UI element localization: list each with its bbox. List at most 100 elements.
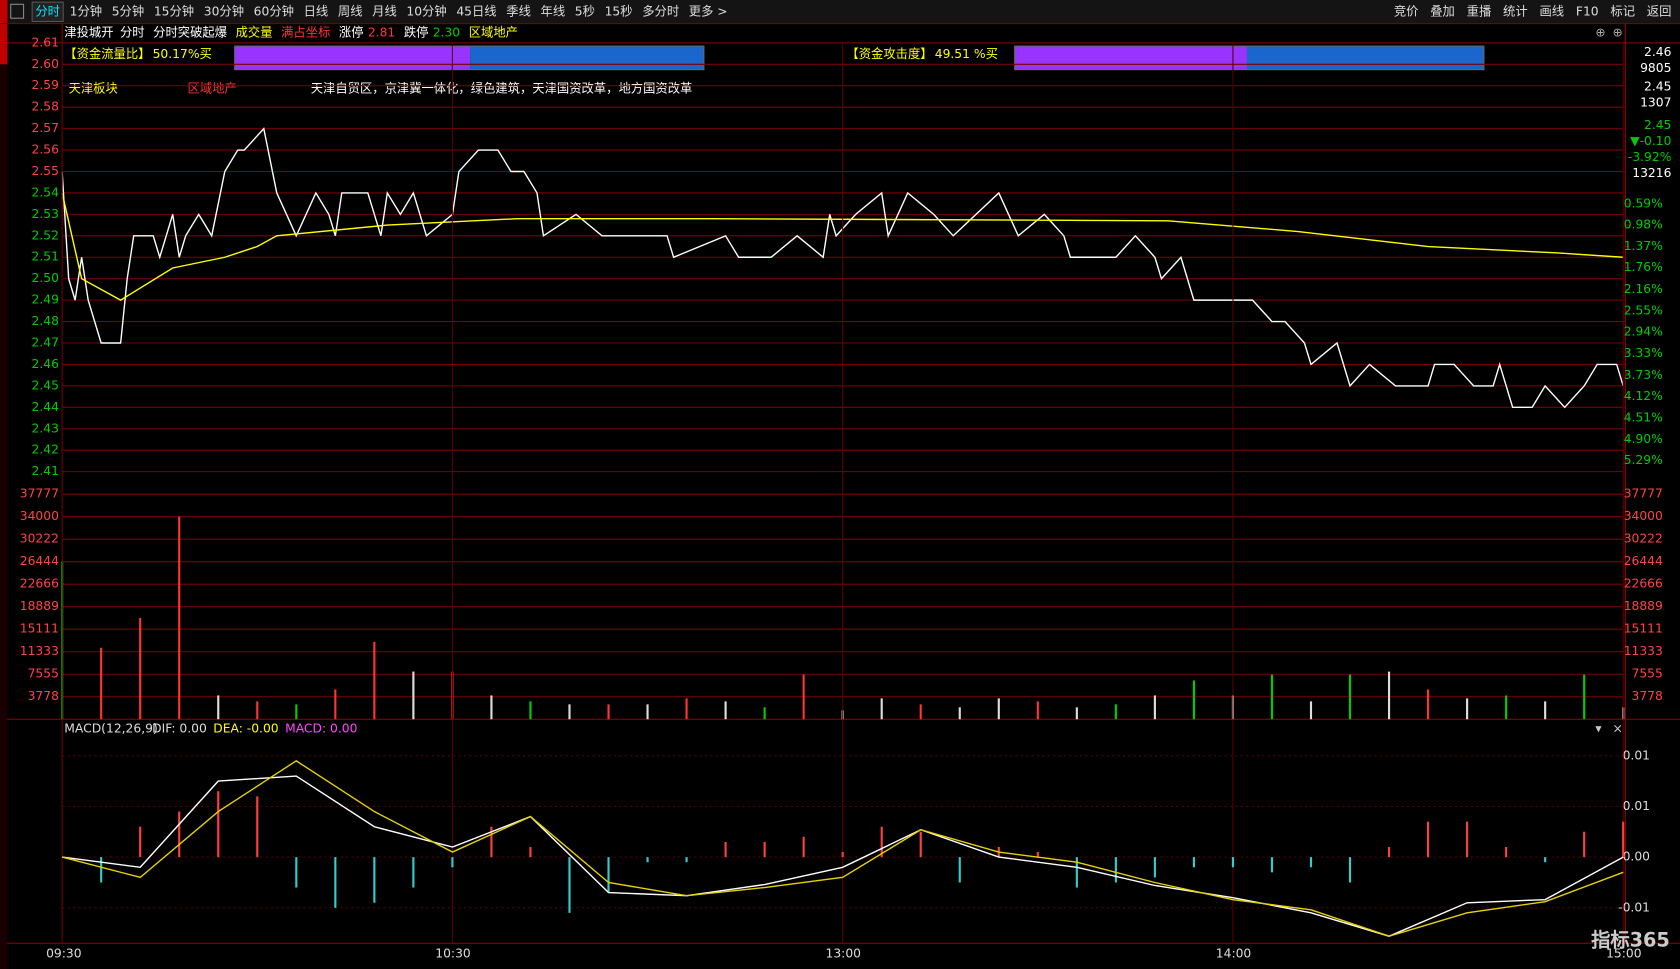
y2-tick-label: 4.12%: [1624, 389, 1663, 403]
volume-bar: [1153, 695, 1156, 720]
y-tick-label: -0.01: [1618, 900, 1650, 914]
x-tick-label: 09:30: [46, 946, 82, 960]
toolbar-button[interactable]: 竞价: [1394, 4, 1419, 18]
y2-tick-label: 2.94%: [1624, 325, 1663, 339]
volume-bar: [997, 698, 1000, 720]
toolbar-tab[interactable]: 1分钟: [70, 3, 102, 18]
volume-bar: [1192, 680, 1195, 720]
volume-bar: [100, 647, 103, 720]
volume-bar: [373, 641, 376, 720]
y-tick-label: 22666: [20, 577, 59, 591]
y-tick-label: 26444: [20, 554, 59, 568]
volume-bar: [568, 704, 571, 720]
toolbar-button[interactable]: 画线: [1539, 4, 1564, 18]
volume-bar: [1387, 671, 1391, 720]
toolbar-tab[interactable]: 季线: [506, 4, 531, 18]
volume-bar: [295, 704, 298, 720]
toolbar-tab[interactable]: 分时: [35, 4, 60, 18]
dif-line: [62, 775, 1624, 937]
info-item: 满占坐标: [281, 25, 330, 40]
toolbar-tab[interactable]: 周线: [338, 4, 363, 18]
volume-bar: [217, 695, 220, 720]
y2-tick-label: 15111: [1624, 622, 1663, 636]
volume-bar: [412, 671, 415, 720]
y2-tick-label: 3778: [1632, 689, 1663, 703]
toolbar-button[interactable]: 叠加: [1430, 4, 1455, 18]
toolbar-icon[interactable]: [10, 3, 25, 19]
average-line: [61, 192, 1624, 301]
y2-tick-label: 3.33%: [1624, 346, 1663, 360]
zoom-button[interactable]: ⊕: [1595, 26, 1605, 40]
y2-tick-label: 7555: [1632, 667, 1663, 681]
macd-legend: DEA: -0.00: [213, 721, 279, 735]
y-tick-label: 3778: [28, 689, 59, 703]
toolbar-button[interactable]: F10: [1576, 4, 1599, 18]
toolbar: [0, 0, 1680, 24]
zoom-button[interactable]: ⊕: [1613, 26, 1623, 40]
toolbar-button[interactable]: 返回: [1647, 4, 1672, 18]
toolbar-tab[interactable]: 5分钟: [112, 3, 144, 18]
quote-value: 2.45: [1644, 79, 1671, 93]
active-tab: [31, 1, 64, 22]
indicator-bar-rest: [470, 46, 704, 70]
y2-tick-label: 0.98%: [1624, 218, 1663, 232]
y-tick-label: 15111: [20, 622, 59, 636]
y-tick-label: 2.42: [32, 443, 59, 457]
volume-bar: [1466, 698, 1469, 720]
toolbar-tab[interactable]: 5秒: [575, 4, 595, 18]
toolbar-tab[interactable]: 日线: [304, 4, 329, 18]
stock-name: 津投城开: [64, 25, 113, 40]
y2-tick-label: 26444: [1624, 554, 1663, 568]
volume-bar: [763, 707, 766, 720]
toolbar-tab[interactable]: 15秒: [605, 4, 633, 18]
toolbar-tab[interactable]: 10分钟: [406, 3, 446, 18]
y-tick-label: 2.55: [32, 164, 59, 178]
y2-tick-label: 5.29%: [1624, 453, 1663, 467]
toolbar-button[interactable]: 重播: [1467, 4, 1492, 18]
y2-tick-label: 34000: [1624, 509, 1663, 523]
quote-value: 2.46: [1644, 45, 1672, 59]
volume-bar: [724, 701, 727, 720]
y-tick-label: 0.01: [1623, 799, 1650, 813]
y2-tick-label: 37777: [1624, 487, 1663, 501]
toolbar-tab[interactable]: 45日线: [456, 4, 496, 18]
indicator-frame: [1014, 45, 1485, 71]
sector-tag: 区域地产: [188, 81, 237, 95]
quote-value: 13216: [1632, 166, 1671, 180]
toolbar-tab[interactable]: 月线: [372, 4, 397, 18]
y-tick-label: 2.56: [32, 143, 60, 157]
toolbar-button[interactable]: 标记: [1610, 4, 1635, 18]
indicator-frame: [234, 45, 705, 71]
toolbar-tab[interactable]: 更多 >: [689, 4, 728, 18]
toolbar-tab[interactable]: 15分钟: [154, 3, 194, 18]
y-tick-label: 2.61: [32, 35, 59, 49]
indicator-bar: [234, 46, 471, 70]
y2-tick-label: 2.55%: [1624, 303, 1663, 317]
toolbar-tab[interactable]: 60分钟: [254, 3, 294, 18]
y2-tick-label: 11333: [1624, 644, 1663, 658]
x-tick-label: 10:30: [435, 946, 471, 960]
dea-line: [61, 760, 1624, 937]
y-tick-label: 2.52: [32, 228, 59, 242]
y2-tick-label: 4.90%: [1624, 432, 1663, 446]
price-line: [61, 127, 1624, 409]
volume-bar: [802, 674, 805, 720]
toolbar-button[interactable]: 统计: [1503, 4, 1528, 18]
dropdown[interactable]: ▾: [1595, 721, 1602, 735]
y-tick-label: 0.01: [1623, 748, 1650, 762]
y-tick-label: 37777: [20, 487, 59, 501]
volume-bar: [919, 704, 922, 720]
volume-bar: [334, 689, 337, 720]
y2-tick-label: 22666: [1624, 577, 1663, 591]
y-tick-label: 2.49: [32, 293, 59, 307]
volume-bar: [880, 698, 883, 720]
y-tick-label: 2.57: [32, 121, 59, 135]
side-tab: [0, 0, 8, 65]
close-button[interactable]: ×: [1613, 721, 1623, 735]
volume-bar: [490, 695, 493, 720]
info-item: 2.30: [433, 26, 461, 40]
volume-bar: [1505, 695, 1508, 720]
toolbar-tab[interactable]: 30分钟: [204, 3, 244, 18]
toolbar-tab[interactable]: 多分时: [642, 4, 679, 18]
toolbar-tab[interactable]: 年线: [541, 4, 566, 18]
